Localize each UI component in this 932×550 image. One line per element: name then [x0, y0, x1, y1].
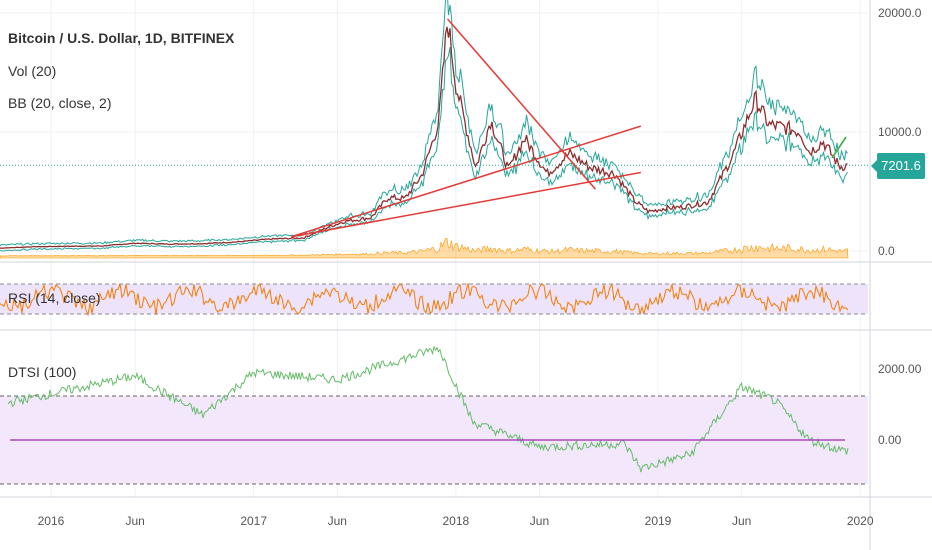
dtsi-series — [7, 345, 849, 473]
time-tick-label: 2018 — [442, 514, 469, 528]
time-tick-label: 2019 — [645, 514, 672, 528]
time-tick-label: 2017 — [240, 514, 267, 528]
dtsi-tick-label: 2000.00 — [878, 362, 922, 376]
price-tick-label: 10000.0 — [878, 125, 922, 139]
dtsi-axis: 2000.00 0.00 — [878, 362, 922, 447]
time-tick-label: Jun — [328, 514, 347, 528]
time-tick-label: Jun — [732, 514, 751, 528]
rsi-legend[interactable]: RSI (14, close) — [8, 290, 101, 306]
time-tick-label: Jun — [125, 514, 144, 528]
last-price-badge: 7201.6 — [871, 153, 925, 179]
rsi-pane — [0, 283, 868, 317]
price-tick-label: 20000.0 — [878, 6, 922, 20]
grid-lines — [0, 0, 868, 497]
trendlines — [291, 18, 642, 238]
green-arrow-mark — [831, 136, 847, 159]
bollinger-legend[interactable]: BB (20, close, 2) — [8, 95, 112, 111]
bollinger-upper-band — [0, 0, 848, 247]
trendline — [291, 125, 642, 238]
trendline — [446, 18, 596, 190]
time-tick-label: 2016 — [38, 514, 65, 528]
price-axis: 20000.0 10000.0 0.0 — [878, 6, 922, 258]
dtsi-pane — [0, 345, 868, 485]
dtsi-legend[interactable]: DTSI (100) — [8, 364, 77, 380]
bollinger-lower-band — [0, 47, 848, 252]
trendline — [291, 171, 641, 238]
dtsi-tick-label: 0.00 — [878, 433, 902, 447]
volume-bars — [0, 237, 849, 259]
time-tick-label: Jun — [530, 514, 549, 528]
price-pane — [0, 0, 868, 259]
volume-legend[interactable]: Vol (20) — [8, 63, 57, 79]
time-tick-label: 2020 — [847, 514, 874, 528]
rsi-series — [0, 283, 849, 317]
time-axis: 2016 Jun 2017 Jun 2018 Jun 2019 Jun 2020 — [38, 514, 874, 528]
symbol-title: Bitcoin / U.S. Dollar, 1D, BITFINEX — [8, 30, 235, 46]
price-tick-label: 0.0 — [878, 244, 895, 258]
price-series — [0, 26, 848, 249]
rsi-band-fill — [0, 284, 868, 314]
